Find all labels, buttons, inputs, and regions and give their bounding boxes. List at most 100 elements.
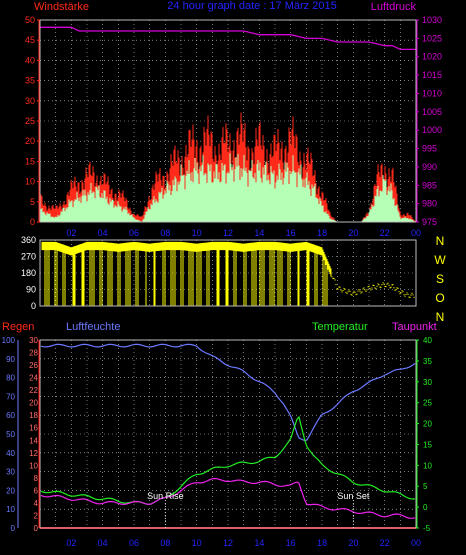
x-tick-label: 06 bbox=[129, 228, 139, 238]
legend-humidity: Luftfeuchte bbox=[66, 321, 120, 333]
pressure-tick-label: 990 bbox=[422, 162, 437, 172]
rain-tick-label: 22 bbox=[29, 386, 38, 395]
humidity-tick-label: 70 bbox=[6, 392, 15, 401]
rain-tick-label: 8 bbox=[34, 474, 39, 483]
x-tick-label: 18 bbox=[317, 538, 327, 548]
x-tick-label: 12 bbox=[223, 538, 233, 548]
rain-tick-label: 4 bbox=[34, 499, 39, 508]
humidity-tick-label: 40 bbox=[6, 449, 15, 458]
humidity-tick-label: 90 bbox=[6, 355, 15, 364]
humidity-tick-label: 20 bbox=[6, 486, 15, 495]
climate-panel-frame bbox=[39, 339, 417, 529]
rain-tick-label: 24 bbox=[29, 374, 38, 383]
humidity-tick-label: 80 bbox=[6, 374, 15, 383]
x-tick-label: 10 bbox=[192, 228, 202, 238]
climate-panel-grid bbox=[40, 340, 416, 528]
pressure-axis-ticks: 975 980 985 990 995 1000 1005 1010 1015 1020 1025 1… bbox=[416, 15, 442, 227]
x-tick-label: 06 bbox=[129, 538, 139, 548]
direction-tick-label: 270 bbox=[21, 252, 36, 262]
wind-tick-label: 20 bbox=[25, 136, 35, 146]
humidity-tick-label: 0 bbox=[11, 524, 16, 533]
pressure-tick-label: 985 bbox=[422, 180, 437, 190]
x-tick-label: 20 bbox=[348, 538, 358, 548]
rain-tick-label: 26 bbox=[29, 361, 38, 370]
temperature-tick-label: 25 bbox=[423, 399, 432, 408]
pressure-tick-label: 995 bbox=[422, 144, 437, 154]
humidity-line bbox=[40, 343, 416, 442]
pressure-tick-label: 980 bbox=[422, 199, 437, 209]
compass-letter: W bbox=[434, 253, 446, 267]
x-tick-label: 20 bbox=[348, 228, 358, 238]
chart-title: 24 hour graph date : 17 März 2015 bbox=[167, 0, 336, 12]
pressure-tick-label: 1000 bbox=[422, 125, 442, 135]
temperature-tick-label: 20 bbox=[423, 420, 432, 429]
x-tick-label: 02 bbox=[66, 538, 76, 548]
legend-rain: Regen bbox=[2, 321, 34, 333]
sun-annotations: Sun Rise Sun Set bbox=[147, 491, 370, 528]
pressure-axis-label: Luftdruck bbox=[371, 1, 417, 13]
temperature-line bbox=[40, 415, 416, 506]
rain-tick-label: 28 bbox=[29, 349, 38, 358]
x-tick-label: 14 bbox=[254, 538, 264, 548]
temperature-tick-label: 0 bbox=[423, 503, 428, 512]
rain-tick-label: 20 bbox=[29, 399, 38, 408]
humidity-axis-ticks: 0 10 20 30 40 50 60 70 80 90 100 bbox=[2, 336, 19, 533]
humidity-tick-label: 10 bbox=[6, 505, 15, 514]
x-tick-label: 08 bbox=[160, 538, 170, 548]
rain-tick-label: 0 bbox=[34, 524, 39, 533]
sun-marker-label: Sun Set bbox=[337, 491, 370, 501]
legend-dewpoint: Taupunkt bbox=[392, 321, 437, 333]
compass-letter: N bbox=[436, 234, 445, 248]
climate-panel-x-ticks: 02 04 06 08 10 12 14 16 18 20 22 00 bbox=[66, 538, 421, 548]
wind-panel-series bbox=[40, 26, 416, 222]
pressure-line bbox=[40, 26, 416, 51]
x-tick-label: 00 bbox=[411, 228, 421, 238]
x-tick-label: 22 bbox=[380, 538, 390, 548]
direction-tick-label: 90 bbox=[26, 285, 36, 295]
wind-axis-label: Windstärke bbox=[34, 1, 89, 13]
rain-tick-label: 18 bbox=[29, 411, 38, 420]
pressure-tick-label: 1010 bbox=[422, 88, 442, 98]
x-tick-label: 16 bbox=[286, 538, 296, 548]
direction-panel-frame bbox=[39, 239, 417, 307]
compass-letter: O bbox=[435, 291, 444, 305]
x-tick-label: 16 bbox=[286, 228, 296, 238]
wind-tick-label: 40 bbox=[25, 55, 35, 65]
humidity-tick-label: 60 bbox=[6, 411, 15, 420]
wind-tick-label: 15 bbox=[25, 156, 35, 166]
rain-tick-label: 14 bbox=[29, 436, 38, 445]
dewpoint-line bbox=[40, 477, 416, 519]
pressure-tick-label: 1020 bbox=[422, 52, 442, 62]
direction-tick-label: 180 bbox=[21, 268, 36, 278]
temperature-tick-label: 35 bbox=[423, 357, 432, 366]
x-tick-label: 18 bbox=[317, 228, 327, 238]
x-tick-label: 02 bbox=[66, 228, 76, 238]
wind-tick-label: 30 bbox=[25, 96, 35, 106]
compass-letter: N bbox=[436, 310, 445, 324]
direction-axis-ticks: 0 90 180 270 360 bbox=[21, 235, 36, 311]
temperature-tick-label: 40 bbox=[423, 336, 432, 345]
humidity-tick-label: 30 bbox=[6, 468, 15, 477]
x-tick-label: 00 bbox=[411, 538, 421, 548]
rain-tick-label: 12 bbox=[29, 449, 38, 458]
pressure-tick-label: 1015 bbox=[422, 70, 442, 80]
x-tick-label: 14 bbox=[254, 228, 264, 238]
wind-tick-label: 0 bbox=[30, 217, 35, 227]
rain-tick-label: 6 bbox=[34, 486, 39, 495]
pressure-tick-label: 1030 bbox=[422, 15, 442, 25]
humidity-tick-label: 100 bbox=[2, 336, 16, 345]
x-tick-label: 04 bbox=[98, 228, 108, 238]
humidity-tick-label: 50 bbox=[6, 430, 15, 439]
direction-panel-series bbox=[41, 241, 415, 306]
wind-tick-label: 45 bbox=[25, 35, 35, 45]
wind-tick-label: 50 bbox=[25, 15, 35, 25]
wind-axis-ticks: 0 5 10 15 20 25 30 35 40 45 50 bbox=[25, 15, 40, 227]
temperature-tick-label: 30 bbox=[423, 378, 432, 387]
x-tick-label: 12 bbox=[223, 228, 233, 238]
rain-tick-label: 30 bbox=[29, 336, 38, 345]
temperature-tick-label: 5 bbox=[423, 482, 428, 491]
temperature-tick-label: 10 bbox=[423, 461, 432, 470]
